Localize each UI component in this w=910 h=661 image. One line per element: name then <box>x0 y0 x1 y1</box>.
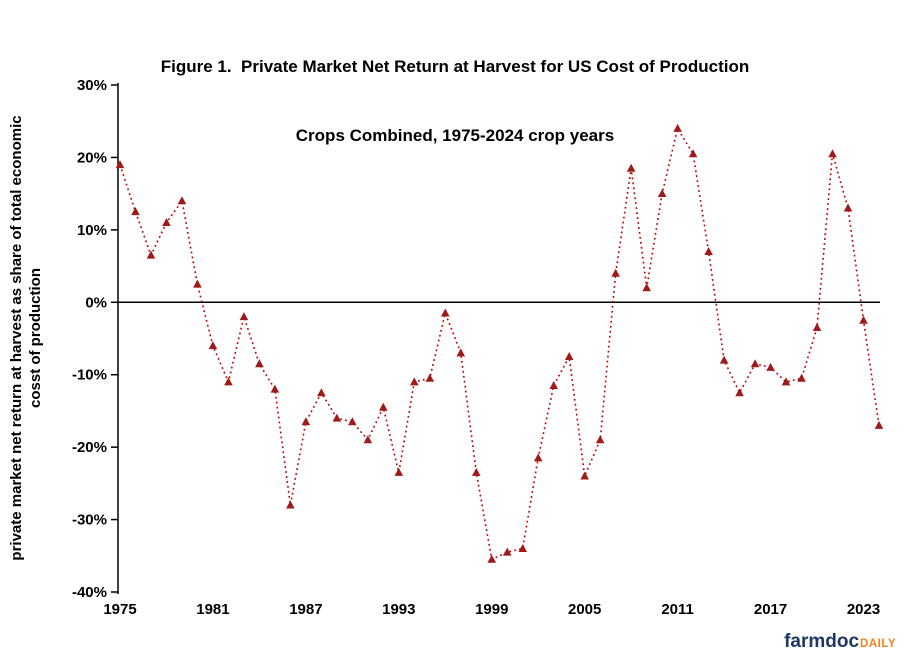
svg-text:2011: 2011 <box>661 601 694 618</box>
svg-text:1975: 1975 <box>103 601 136 618</box>
daily-logo-text: DAILY <box>860 638 896 650</box>
farmdoc-daily-logo: farmdoc DAILY <box>784 631 896 653</box>
svg-text:-10%: -10% <box>72 367 107 384</box>
svg-text:2005: 2005 <box>568 601 601 618</box>
svg-text:0%: 0% <box>85 294 107 311</box>
svg-text:-20%: -20% <box>72 439 107 456</box>
svg-text:1981: 1981 <box>196 601 229 618</box>
chart-title-line1: Figure 1. Private Market Net Return at H… <box>160 56 750 76</box>
svg-text:-40%: -40% <box>72 584 107 601</box>
svg-text:1987: 1987 <box>289 601 322 618</box>
svg-text:2023: 2023 <box>847 601 880 618</box>
svg-text:1993: 1993 <box>382 601 415 618</box>
svg-text:-30%: -30% <box>72 512 107 529</box>
svg-text:20%: 20% <box>77 149 107 166</box>
svg-text:1999: 1999 <box>475 601 508 618</box>
farmdoc-logo-text: farmdoc <box>784 631 860 652</box>
svg-text:10%: 10% <box>77 222 107 239</box>
svg-text:2017: 2017 <box>754 601 787 618</box>
chart-title: Figure 1. Private Market Net Return at H… <box>0 10 910 194</box>
chart-title-line2: Crops Combined, 1975-2024 crop years <box>295 125 615 145</box>
svg-text:30%: 30% <box>77 77 107 94</box>
